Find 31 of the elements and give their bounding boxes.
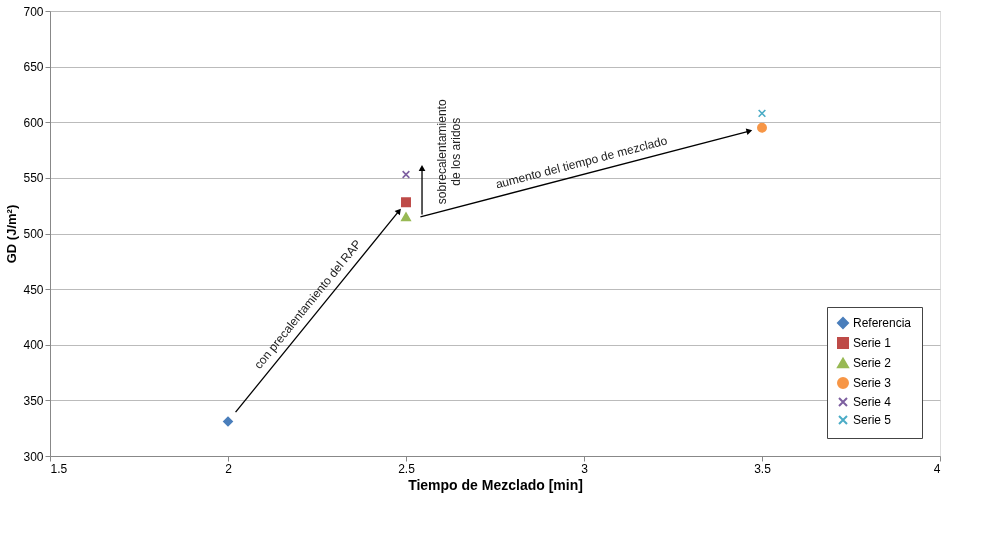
y-tick-label: 400 [23,338,44,353]
point [401,212,411,222]
point [401,170,411,179]
point [401,197,411,208]
annotation: sobrecalentamiento de los aridos [435,99,464,205]
x-tick-label: 1.5 [50,461,68,476]
x-tick-label: 3.5 [754,461,772,476]
y-tick-label: 700 [23,4,44,19]
y-tick-label: 300 [23,449,44,464]
x-tick-label: 2.5 [398,461,416,476]
y-axis-title: GD (J/m²) [4,204,20,264]
point [757,122,767,133]
legend-label: Serie 1 [853,336,892,350]
point [757,109,767,118]
legend-label: Serie 2 [853,356,892,370]
x-axis-title: Tiempo de Mezclado [min] [408,476,583,493]
legend-label: Serie 4 [853,395,892,409]
x-tick-label: 2 [225,461,233,476]
point [223,416,233,427]
y-tick-label: 450 [23,282,44,297]
y-tick-label: 550 [23,171,44,186]
legend-label: Serie 5 [853,413,892,427]
annotation: aumento del tiempo de mezclado [494,133,670,192]
legend-label: Referencia [853,316,912,330]
legend-label: Serie 3 [853,376,892,390]
x-tick-label: 3 [581,461,589,476]
x-tick-label: 4 [933,461,941,476]
y-tick-label: 650 [23,60,44,75]
y-tick-label: 600 [23,115,44,130]
y-tick-label: 350 [23,393,44,408]
y-tick-label: 500 [23,227,44,241]
